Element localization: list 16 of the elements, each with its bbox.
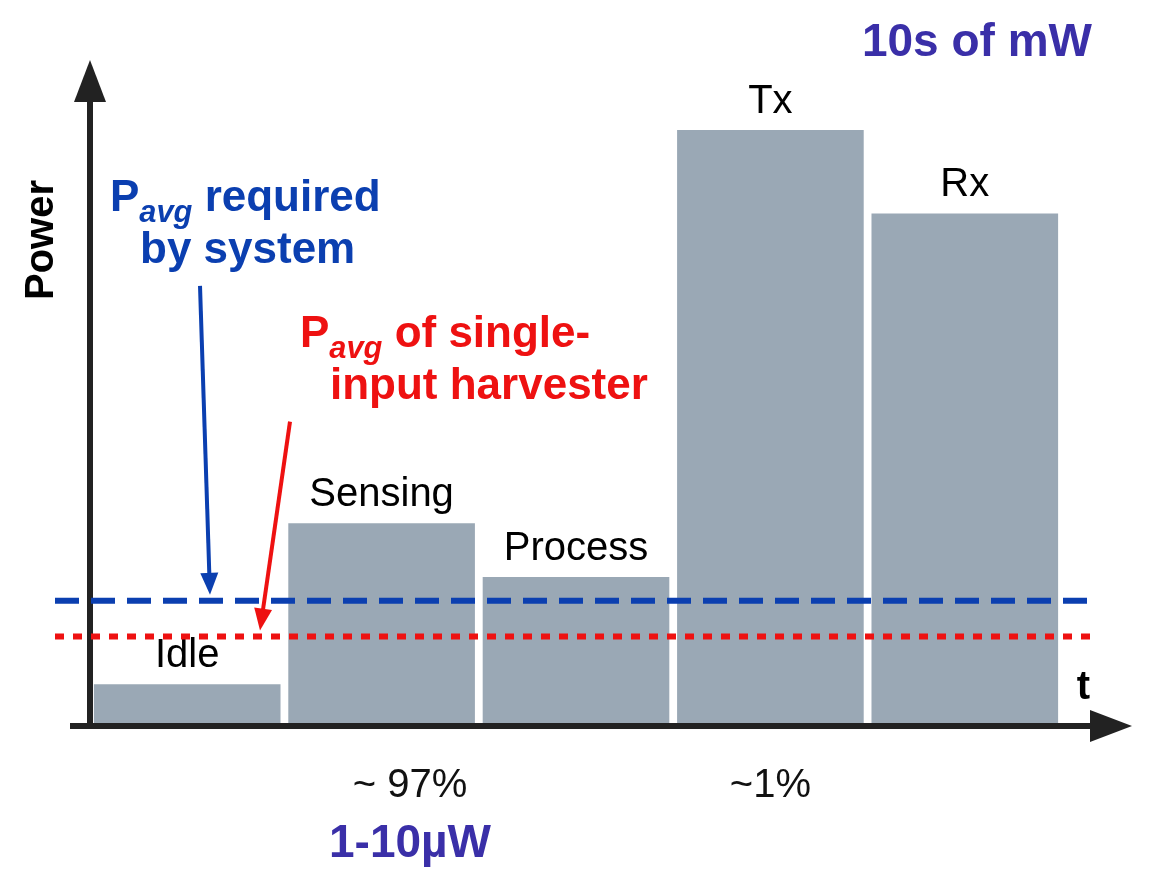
x-tick-label: Process bbox=[503, 524, 649, 569]
x-axis-title: t bbox=[1076, 663, 1090, 708]
text: ~ 97% bbox=[352, 761, 468, 806]
x-tick-label: Idle bbox=[154, 631, 220, 676]
y-axis-title: Power bbox=[17, 179, 62, 301]
text: ~1% bbox=[729, 761, 811, 806]
text: 10s of mW bbox=[861, 13, 1093, 66]
bar bbox=[288, 523, 475, 726]
x-tick-label: Tx bbox=[748, 77, 793, 122]
bar bbox=[482, 577, 670, 726]
bar bbox=[93, 684, 281, 726]
text: 1-10µW bbox=[329, 814, 492, 867]
bar bbox=[871, 213, 1059, 726]
x-tick-label: Sensing bbox=[309, 470, 454, 515]
x-tick-label: Rx bbox=[940, 160, 990, 205]
bar bbox=[677, 130, 864, 726]
